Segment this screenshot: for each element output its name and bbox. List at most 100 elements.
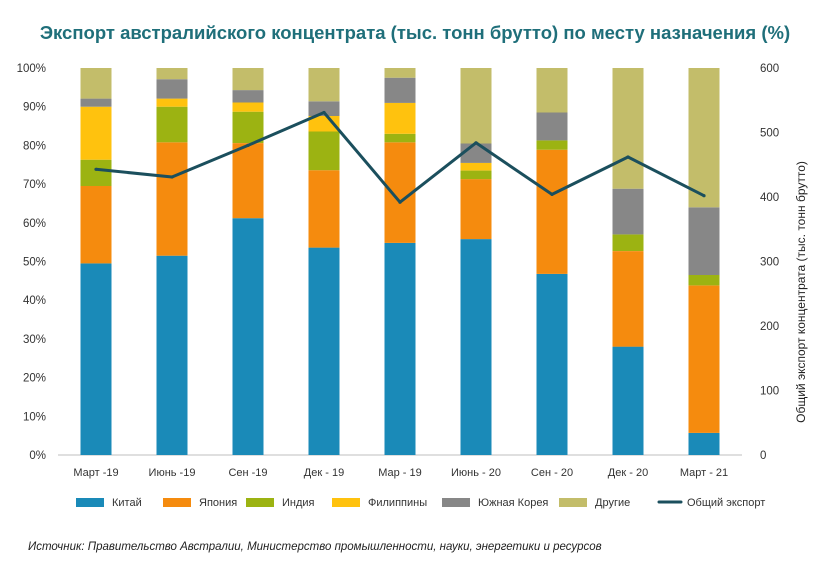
bar-segment-2-cat-1 <box>80 186 112 264</box>
bar-segment-4-cat-5 <box>384 102 416 134</box>
chart-title: Экспорт австралийского концентрата (тыс.… <box>39 22 791 43</box>
bar-segment-1-cat-4 <box>308 247 340 455</box>
total-export-line <box>94 110 706 204</box>
right-tick-label: 300 <box>760 257 779 269</box>
bar-segment-6-cat-7 <box>536 68 568 113</box>
bar-segment-1-cat-6 <box>460 239 492 455</box>
bar-segment-5-cat-9 <box>688 207 720 275</box>
bar-segment-1-cat-2 <box>156 255 188 455</box>
bar-segment-6-cat-6 <box>460 68 492 144</box>
bar-segment-5-cat-1 <box>80 98 112 107</box>
bar-segment-5-cat-3 <box>232 90 264 103</box>
total-export-point-1 <box>94 167 98 171</box>
bar-segment-5-cat-5 <box>384 77 416 103</box>
total-export-point-8 <box>626 155 630 159</box>
bar-segment-6-cat-1 <box>80 68 112 99</box>
bar-segment-5-cat-4 <box>308 101 340 116</box>
category-axis: Март -19 Июнь -19 Сен -19 Дек - 19 Мар - 19 И… <box>73 467 728 479</box>
bar-segment-3-cat-4 <box>308 131 340 171</box>
bar-segment-1-cat-9 <box>688 432 720 455</box>
category-label: Сен - 20 <box>531 467 573 479</box>
bars <box>80 68 720 455</box>
category-label: Дек - 20 <box>608 467 648 479</box>
legend-label: Южная Корея <box>478 497 548 509</box>
bar-segment-3-cat-6 <box>460 170 492 180</box>
bar-segment-1-cat-3 <box>232 218 264 455</box>
bar-segment-5-cat-7 <box>536 112 568 141</box>
total-export-point-6 <box>474 141 478 145</box>
bar-segment-3-cat-9 <box>688 275 720 286</box>
total-export-point-2 <box>170 175 174 179</box>
left-tick-label: 100% <box>17 63 46 75</box>
bar-segment-3-cat-2 <box>156 106 188 143</box>
bar-segment-4-cat-6 <box>460 162 492 171</box>
category-label: Июнь -19 <box>149 467 196 479</box>
bar-segment-2-cat-4 <box>308 170 340 248</box>
bar-segment-6-cat-5 <box>384 68 416 78</box>
chart-svg: 0% 10% 20% 30% 40% 50% 60% 70% 80% 90% 100% 0 100 20… <box>17 63 808 509</box>
left-axis: 0% 10% 20% 30% 40% 50% 60% 70% 80% 90% 100% <box>17 63 46 462</box>
bar-segment-6-cat-3 <box>232 68 264 91</box>
bar-segment-4-cat-3 <box>232 102 264 112</box>
legend: Китай Япония Индия Филиппины Южная Корея Друг… <box>76 497 765 509</box>
legend-label: Индия <box>282 497 315 509</box>
bar-segment-3-cat-3 <box>232 111 264 143</box>
legend-label: Филиппины <box>368 497 427 509</box>
category-label: Июнь - 20 <box>451 467 501 479</box>
total-export-point-9 <box>702 194 706 198</box>
legend-swatch-3 <box>246 498 274 507</box>
legend-swatch-1 <box>76 498 104 507</box>
left-tick-label: 0% <box>29 450 46 462</box>
category-label: Дек - 19 <box>304 467 344 479</box>
bar-segment-1-cat-1 <box>80 263 112 455</box>
bar-segment-2-cat-2 <box>156 142 188 256</box>
legend-label: Япония <box>199 497 237 509</box>
legend-swatch-6 <box>559 498 587 507</box>
total-export-point-7 <box>550 192 554 196</box>
left-tick-label: 10% <box>23 411 46 423</box>
right-tick-label: 0 <box>760 450 766 462</box>
left-tick-label: 70% <box>23 179 46 191</box>
legend-swatch-5 <box>442 498 470 507</box>
bar-segment-2-cat-7 <box>536 149 568 274</box>
right-axis-label: Общий экспорт концентрата (тыс. тонн бру… <box>794 161 808 423</box>
left-tick-label: 80% <box>23 140 46 152</box>
bar-segment-2-cat-8 <box>612 251 644 347</box>
right-tick-label: 400 <box>760 192 779 204</box>
bar-segment-3-cat-1 <box>80 159 112 186</box>
right-tick-label: 100 <box>760 386 779 398</box>
right-axis: 0 100 200 300 400 500 600 <box>760 63 779 462</box>
right-tick-label: 200 <box>760 321 779 333</box>
right-tick-label: 600 <box>760 63 779 75</box>
bar-segment-2-cat-9 <box>688 285 720 433</box>
right-tick-label: 500 <box>760 128 779 140</box>
bar-segment-4-cat-1 <box>80 106 112 160</box>
total-export-point-4 <box>322 110 326 115</box>
total-export-point-5 <box>398 200 402 204</box>
bar-segment-5-cat-6 <box>460 143 492 163</box>
bar-segment-1-cat-5 <box>384 242 416 455</box>
bar-segment-2-cat-3 <box>232 143 264 219</box>
left-tick-label: 20% <box>23 373 46 385</box>
legend-swatch-2 <box>163 498 191 507</box>
bar-segment-6-cat-4 <box>308 68 340 102</box>
legend-swatch-4 <box>332 498 360 507</box>
bar-segment-2-cat-6 <box>460 179 492 240</box>
bar-segment-1-cat-7 <box>536 273 568 455</box>
category-label: Сен -19 <box>228 467 267 479</box>
left-tick-label: 60% <box>23 218 46 230</box>
bar-segment-1-cat-8 <box>612 346 644 455</box>
source-note: Источник: Правительство Австралии, Минис… <box>28 541 602 553</box>
bar-segment-5-cat-2 <box>156 79 188 99</box>
bar-segment-5-cat-8 <box>612 188 644 235</box>
legend-label: Общий экспорт <box>687 497 765 509</box>
category-label: Март -19 <box>73 467 118 479</box>
left-tick-label: 90% <box>23 102 46 114</box>
legend-label: Другие <box>595 497 630 509</box>
legend-label: Китай <box>112 497 142 509</box>
left-tick-label: 50% <box>23 257 46 269</box>
bar-segment-3-cat-5 <box>384 133 416 143</box>
bar-segment-3-cat-7 <box>536 140 568 150</box>
category-label: Март - 21 <box>680 467 728 479</box>
bar-segment-6-cat-8 <box>612 68 644 189</box>
